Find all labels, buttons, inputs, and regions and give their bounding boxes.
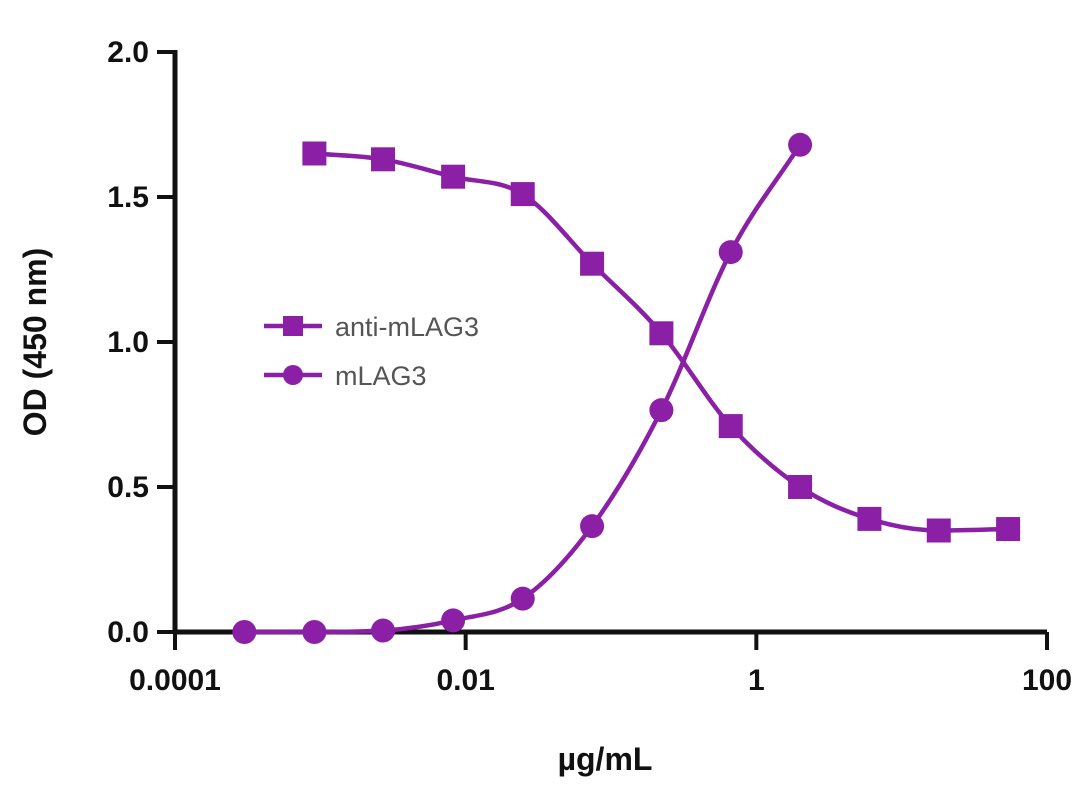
series-layer [232, 132, 1021, 644]
x-tick-label: 100 [1022, 664, 1072, 697]
y-ticks: 0.0 0.5 1.0 1.5 2.0 [107, 36, 175, 649]
data-point-mlag3 [510, 586, 535, 611]
data-point-anti-mlag3 [996, 517, 1021, 542]
data-point-mlag3 [649, 398, 674, 423]
x-axis-title: µg/mL [558, 741, 653, 777]
x-tick-label: 0.01 [436, 664, 494, 697]
data-point-mlag3 [302, 620, 327, 644]
data-point-mlag3 [788, 132, 813, 157]
data-point-anti-mlag3 [788, 475, 813, 499]
legend-marker-mlag3 [283, 365, 303, 385]
data-point-anti-mlag3 [302, 141, 327, 166]
series-mlag3 [232, 132, 813, 644]
y-tick-label: 2.0 [107, 36, 149, 69]
data-point-anti-mlag3 [718, 414, 743, 439]
legend-marker-anti-mlag3 [283, 316, 303, 336]
data-point-mlag3 [232, 620, 257, 644]
y-tick-label: 1.5 [107, 181, 149, 214]
y-tick-label: 0.0 [107, 616, 149, 649]
x-tick-label: 1 [748, 664, 765, 697]
data-point-anti-mlag3 [857, 506, 882, 531]
data-point-mlag3 [718, 240, 743, 265]
series-line-mlag3 [244, 143, 802, 635]
x-tick-label: 0.0001 [129, 664, 221, 697]
data-point-anti-mlag3 [649, 321, 674, 346]
x-ticks: 0.0001 0.01 1 100 [129, 632, 1072, 697]
axes [172, 50, 1047, 635]
y-tick-label: 0.5 [107, 471, 149, 504]
data-point-anti-mlag3 [510, 182, 535, 207]
data-point-anti-mlag3 [580, 251, 605, 276]
data-point-mlag3 [580, 514, 605, 539]
legend-label: anti-mLAG3 [335, 312, 479, 342]
legend-label: mLAG3 [335, 361, 427, 391]
y-axis-title: OD (450 nm) [17, 248, 53, 436]
data-point-mlag3 [441, 608, 466, 633]
data-point-anti-mlag3 [371, 147, 396, 172]
data-point-anti-mlag3 [441, 164, 466, 189]
series-anti-mlag3 [302, 141, 1021, 543]
legend-entry-mlag3: mLAG3 [264, 361, 427, 391]
y-tick-label: 1.0 [107, 326, 149, 359]
data-point-anti-mlag3 [926, 518, 951, 543]
legend-entry-anti-mlag3: anti-mLAG3 [264, 312, 479, 342]
legend: anti-mLAG3 mLAG3 [264, 312, 479, 391]
data-point-mlag3 [371, 618, 396, 643]
